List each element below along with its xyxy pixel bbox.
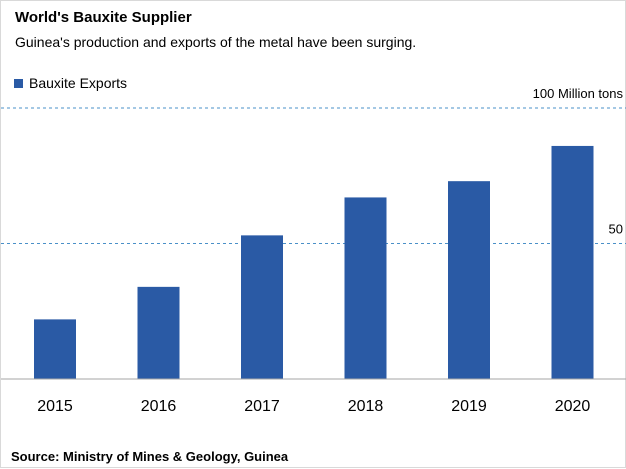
bar-2020 — [551, 145, 594, 379]
x-tick-2017: 2017 — [244, 398, 280, 415]
bar-2018 — [344, 197, 387, 379]
legend-swatch — [14, 78, 23, 88]
bar-2016 — [137, 286, 180, 379]
x-tick-2016: 2016 — [141, 398, 177, 415]
bar-2017 — [241, 235, 283, 379]
x-tick-2018: 2018 — [348, 398, 384, 415]
chart-subtitle: Guinea's production and exports of the m… — [15, 34, 417, 50]
bar-2019 — [448, 181, 490, 379]
bar-2015 — [34, 319, 76, 379]
legend: Bauxite Exports — [14, 75, 127, 91]
legend-label: Bauxite Exports — [29, 75, 128, 91]
x-tick-2020: 2020 — [555, 398, 591, 415]
gridline-label-50: 50 — [609, 222, 623, 237]
gridline-label-100: 100 Million tons — [533, 86, 624, 101]
source-note: Source: Ministry of Mines & Geology, Gui… — [11, 449, 289, 464]
x-tick-2019: 2019 — [451, 398, 487, 415]
x-tick-2015: 2015 — [37, 398, 73, 415]
chart-title: World's Bauxite Supplier — [15, 9, 192, 26]
